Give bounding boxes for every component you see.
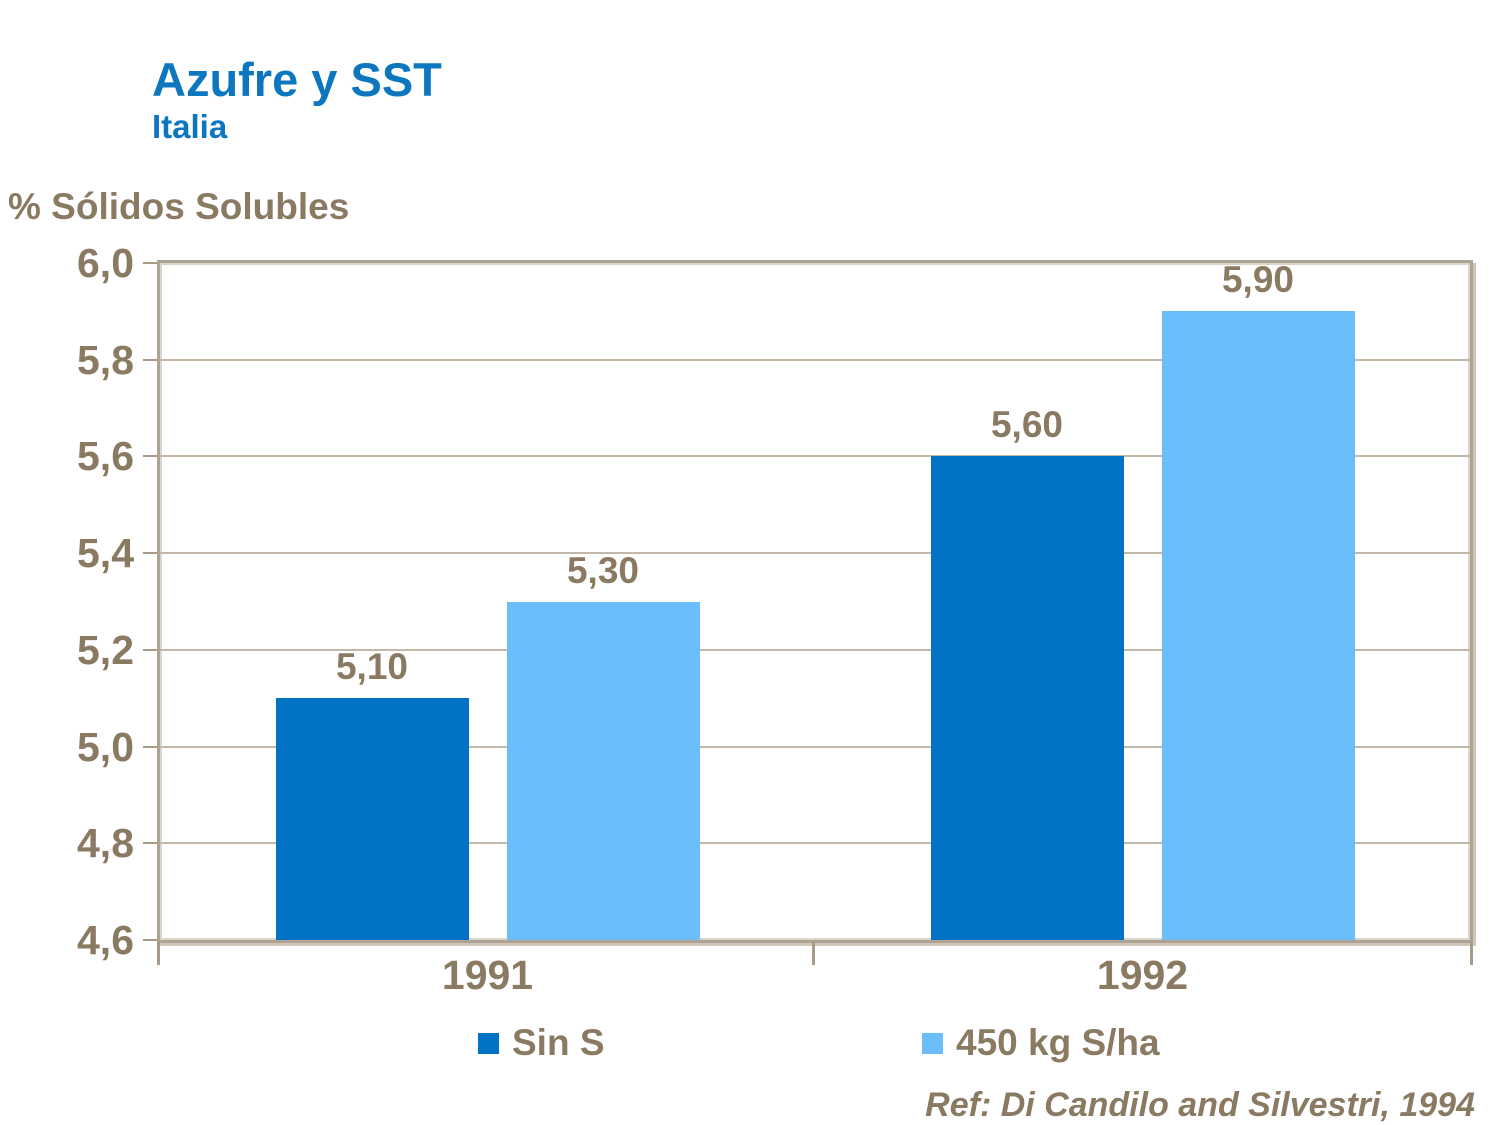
x-axis-label-1992: 1992: [1096, 952, 1189, 998]
bar-450-kg-s-ha-1991: [506, 601, 700, 940]
y-axis-label: 4,6: [77, 917, 134, 963]
reference-citation: Ref: Di Candilo and Silvestri, 1994: [925, 1086, 1475, 1124]
legend-item-sin-s: Sin S: [478, 1020, 605, 1066]
y-axis-label: 5,6: [77, 433, 134, 480]
y-axis-tick: [143, 455, 158, 458]
gridline: [160, 358, 1470, 361]
y-axis-tick: [143, 745, 158, 748]
y-axis-label: 5,4: [77, 530, 134, 577]
y-axis-title: % Sólidos Solubles: [8, 186, 350, 227]
y-axis-tick: [143, 842, 158, 845]
gridline: [160, 552, 1470, 555]
bar-value-label: 5,90: [1221, 259, 1294, 301]
bar-450-kg-s-ha-1992: [1161, 311, 1355, 940]
x-axis-label-1991: 1991: [441, 952, 534, 998]
y-axis-label: 4,8: [77, 820, 134, 867]
y-axis-tick: [143, 552, 158, 555]
bar-value-label: 5,30: [566, 549, 639, 591]
legend-label-sin-s: Sin S: [512, 1022, 605, 1063]
legend-swatch-sin-s: [478, 1032, 499, 1054]
bar-value-label: 5,10: [335, 646, 408, 688]
gridline: [160, 648, 1470, 651]
bar-value-label: 5,60: [990, 404, 1063, 446]
gridline: [160, 842, 1470, 845]
bar-sin-s-1992: [930, 456, 1124, 940]
y-axis-label: 5,0: [77, 723, 134, 770]
y-axis-label: 6,0: [77, 240, 134, 286]
y-axis-tick: [143, 648, 158, 651]
gridline: [160, 455, 1470, 458]
bar-sin-s-1991: [275, 698, 469, 940]
legend-label-450-kg-s-ha: 450 kg S/ha: [956, 1022, 1160, 1063]
page-title: Azufre y SST: [152, 53, 442, 106]
plot-area: 5,10 5,60 5,30 5,90: [157, 259, 1473, 943]
y-axis-label: 5,8: [77, 336, 134, 383]
gridline: [160, 745, 1470, 748]
y-axis-tick: [143, 358, 158, 361]
x-axis-tick: [157, 941, 160, 965]
legend-swatch-450-kg-s-ha: [922, 1032, 943, 1054]
y-axis-label: 5,2: [77, 626, 134, 673]
legend-item-450-kg-s-ha: 450 kg S/ha: [922, 1020, 1160, 1066]
page-subtitle: Italia: [152, 108, 228, 145]
x-axis-tick: [812, 941, 815, 965]
y-axis-tick: [143, 262, 158, 264]
x-axis-tick: [1470, 941, 1473, 965]
y-axis-tick: [143, 939, 158, 941]
